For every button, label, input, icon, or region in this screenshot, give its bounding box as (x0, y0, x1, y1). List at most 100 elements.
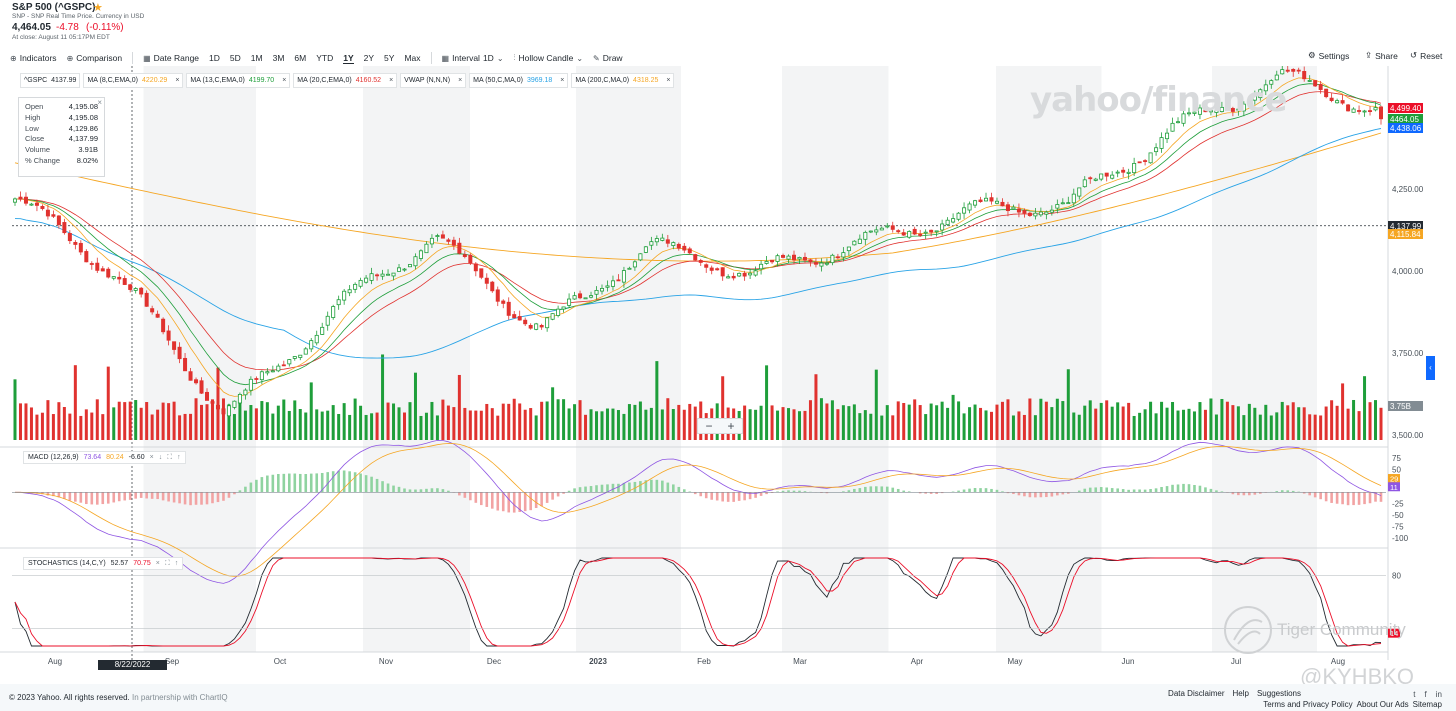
candle-body (1170, 122, 1175, 132)
pencil-icon: ✎ (593, 53, 600, 63)
comparison-button[interactable]: ⊕ Comparison (67, 53, 123, 63)
zoom-in-icon[interactable]: + (727, 419, 735, 433)
macd-hist-bar (370, 476, 373, 493)
legend-item[interactable]: ^GSPC 4137.99 (20, 73, 81, 88)
candle-body (665, 239, 670, 244)
close-icon[interactable]: × (458, 77, 463, 84)
legend-item[interactable]: MA (13,C,EMA,0) 4199.70 × (186, 73, 291, 88)
macd-hist-bar (1067, 492, 1070, 494)
date-range-label: Date Range (153, 53, 200, 63)
chart-type-button[interactable]: ⫶ Hollow Candle ⌄ (514, 53, 584, 63)
macd-tick: 50 (1392, 465, 1401, 474)
volume-bar (68, 413, 72, 440)
close-icon[interactable]: × (175, 77, 180, 84)
candle-body (984, 197, 989, 202)
expand-icon[interactable]: ⛶ (164, 559, 170, 567)
volume-bar (35, 414, 39, 440)
range-tab-max[interactable]: Max (404, 52, 421, 63)
reset-button[interactable]: ↺ Reset (1410, 50, 1442, 61)
arrow-up-icon[interactable]: ↑ (177, 454, 181, 461)
footer-link[interactable]: Data Disclaimer (1168, 689, 1225, 698)
close-icon[interactable]: × (666, 77, 671, 84)
price-tag-text: 4,115.84 (1390, 230, 1421, 239)
volume-bar (567, 408, 571, 440)
volume-bar (1330, 400, 1334, 440)
legend-item[interactable]: MA (50,C,MA,0) 3969.18 × (469, 73, 569, 88)
close-icon[interactable]: × (149, 454, 154, 461)
volume-bar (337, 413, 341, 440)
volume-bar (468, 410, 472, 440)
range-tab-ytd[interactable]: YTD (316, 52, 334, 63)
range-tab-2y[interactable]: 2Y (363, 52, 375, 63)
range-tab-1d[interactable]: 1D (209, 52, 220, 63)
indicators-button[interactable]: ⊕ Indicators (10, 53, 57, 63)
macd-hist-bar (847, 490, 851, 493)
macd-hist-bar (765, 492, 768, 495)
price-change: -4.78 (56, 22, 79, 33)
candle-body (885, 225, 890, 228)
candle-body (188, 371, 193, 381)
macd-label: MACD (12,26,9) 73.64 80.24 -6.60 × ↓ ⛶ ↑ (23, 451, 186, 464)
arrow-down-icon[interactable]: ↓ (158, 454, 163, 461)
footer-link[interactable]: Sitemap (1412, 700, 1442, 709)
ma50-line (14, 128, 1382, 359)
volume-bar (18, 403, 22, 440)
volume-bar (1000, 401, 1004, 440)
chevron-left-icon[interactable]: ‹ (1426, 356, 1435, 380)
candle-body (1115, 171, 1120, 174)
legend-item[interactable]: MA (200,C,MA,0) 4318.25 × (571, 73, 675, 88)
reset-icon: ↺ (1410, 50, 1418, 60)
volume-bar (101, 414, 105, 440)
close-icon[interactable]: × (389, 77, 394, 84)
range-tab-1m[interactable]: 1M (250, 52, 263, 63)
volume-bar (260, 401, 264, 440)
footer-link[interactable]: Terms and Privacy Policy (1263, 700, 1353, 709)
zoom-out-icon[interactable]: − (705, 419, 713, 433)
comparison-label: Comparison (76, 53, 123, 63)
range-tab-5d[interactable]: 5D (229, 52, 241, 63)
settings-button[interactable]: ⚙ Settings (1308, 50, 1349, 61)
candle-body (967, 203, 972, 211)
close-icon[interactable]: × (282, 77, 287, 84)
close-icon[interactable]: × (155, 560, 160, 567)
footer-link[interactable]: Suggestions (1256, 689, 1301, 698)
linkedin-icon[interactable]: in (1435, 690, 1442, 699)
arrow-up-icon[interactable]: ↑ (174, 560, 179, 567)
macd-hist-bar (622, 482, 626, 493)
share-button[interactable]: ⇪ Share (1365, 50, 1398, 61)
x-tick: Nov (379, 657, 393, 666)
footer-link[interactable]: About Our Ads (1356, 700, 1409, 709)
macd-hist-bar (117, 492, 121, 502)
interval-button[interactable]: ▦ Interval 1D ⌄ (442, 53, 504, 63)
macd-hist-bar (1335, 492, 1339, 504)
date-range-button[interactable]: ▦ Date Range (143, 53, 199, 63)
volume-bar (249, 405, 253, 440)
volume-bar (287, 410, 291, 440)
range-tab-3m[interactable]: 3M (272, 52, 285, 63)
facebook-icon[interactable]: f (1424, 690, 1427, 699)
macd-hist-bar (1056, 492, 1059, 496)
candle-body (923, 231, 928, 234)
close-icon[interactable]: × (97, 98, 102, 107)
legend-item[interactable]: VWAP (N,N,N) × (400, 73, 467, 88)
macd-hist-bar (1280, 490, 1284, 493)
close-icon[interactable]: × (560, 77, 565, 84)
volume-bar (1072, 412, 1076, 440)
volume-bar (1077, 414, 1081, 440)
footer-link[interactable]: Help (1232, 689, 1249, 698)
candle-body (23, 196, 28, 204)
range-tab-5y[interactable]: 5Y (384, 52, 395, 63)
legend-item[interactable]: MA (20,C,EMA,0) 4160.52 × (293, 73, 398, 88)
range-tab-1y[interactable]: 1Y (343, 52, 354, 64)
range-tab-6m[interactable]: 6M (294, 52, 307, 63)
star-icon[interactable]: ★ (93, 2, 103, 14)
draw-button[interactable]: ✎ Draw (593, 53, 623, 63)
twitter-icon[interactable]: t (1413, 690, 1416, 699)
macd-hist-bar (79, 492, 83, 503)
macd-signal-line (15, 443, 1382, 577)
expand-icon[interactable]: ⛶ (167, 453, 173, 461)
volume-bar (660, 409, 664, 440)
macd-hist-bar (1171, 484, 1174, 493)
legend-item[interactable]: MA (8,C,EMA,0) 4220.29 × (83, 73, 184, 88)
